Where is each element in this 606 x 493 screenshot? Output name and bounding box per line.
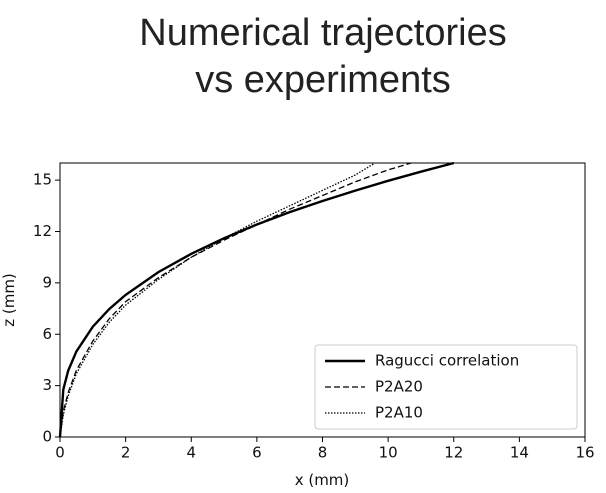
series-line [59,162,376,438]
series-line [59,162,412,438]
legend-box [314,344,578,430]
y-tick-label: 12 [33,222,52,240]
chart-title: Numerical trajectories [139,12,506,54]
x-tick-label: 2 [121,444,131,462]
legend-label: Ragucci correlation [375,352,519,370]
chart-title: vs experiments [195,59,451,101]
x-tick-label: 14 [510,444,529,462]
y-tick-label: 0 [42,428,52,446]
x-tick-label: 12 [444,444,463,462]
y-tick-label: 9 [42,273,52,291]
legend-label: P2A20 [375,378,423,396]
x-tick-label: 16 [575,444,594,462]
plot-frame [59,162,586,438]
x-tick-label: 6 [252,444,262,462]
y-axis-label: z (mm) [0,273,18,327]
x-tick-label: 8 [318,444,328,462]
series-line [58,161,455,438]
y-tick-label: 3 [42,376,52,394]
y-tick-label: 15 [33,171,52,189]
x-tick-label: 4 [186,444,196,462]
legend-label: P2A10 [375,404,423,422]
x-tick-label: 10 [379,444,398,462]
y-tick-label: 6 [42,325,52,343]
x-tick-label: 0 [55,444,65,462]
x-axis-label: x (mm) [295,471,350,489]
